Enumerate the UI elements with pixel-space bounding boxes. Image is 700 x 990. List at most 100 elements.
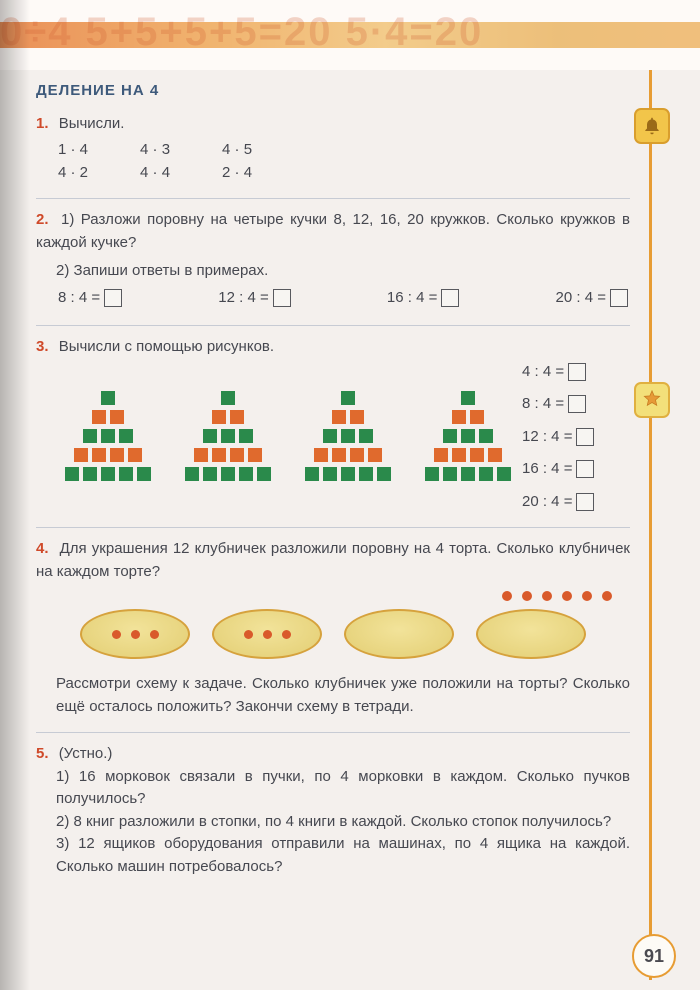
square-icon (101, 391, 115, 405)
square-icon (323, 467, 337, 481)
strawberry-dot (112, 630, 121, 639)
page-number-badge: 91 (632, 934, 676, 978)
square-icon (239, 429, 253, 443)
exercise-number: 1. (36, 115, 49, 132)
exercise-text: Рассмотри схему к задаче. Сколько клубни… (36, 673, 630, 718)
strawberry-dot (582, 591, 592, 601)
exercise-text: 1) Разложи поровну на четыре кучки 8, 12… (36, 211, 630, 251)
strawberry-dot (150, 630, 159, 639)
cake-oval (80, 609, 190, 659)
answer-box[interactable] (568, 363, 586, 381)
answer-box[interactable] (273, 289, 291, 307)
square-icon (452, 448, 466, 462)
answer-box[interactable] (104, 289, 122, 307)
strawberry-dot (131, 630, 140, 639)
square-icon (488, 448, 502, 462)
exercise-text: Для украшения 12 клубничек разложили пор… (36, 540, 630, 580)
mult-expr: 2 · 4 (222, 162, 252, 185)
square-icon (101, 467, 115, 481)
exercise-text: 2) Запиши ответы в примерах. (36, 260, 630, 283)
square-icon (221, 391, 235, 405)
square-icon (137, 467, 151, 481)
exercise-number: 2. (36, 211, 49, 228)
square-icon (368, 448, 382, 462)
pyramid (54, 391, 162, 481)
mult-expr: 4 · 2 (58, 162, 88, 185)
exercise-1: 1. Вычисли. 1 · 4 4 · 3 4 · 5 4 · 2 4 · … (36, 113, 630, 185)
square-icon (461, 391, 475, 405)
strawberry-dot (282, 630, 291, 639)
strawberry-dot (502, 591, 512, 601)
square-icon (74, 448, 88, 462)
square-icon (341, 391, 355, 405)
square-icon (230, 448, 244, 462)
division-eq: 8 : 4 = (522, 393, 594, 416)
exercise-4: 4. Для украшения 12 клубничек разложили … (36, 538, 630, 718)
division-eq: 4 : 4 = (522, 361, 594, 384)
square-icon (332, 410, 346, 424)
square-icon (92, 410, 106, 424)
square-icon (110, 410, 124, 424)
square-icon (350, 448, 364, 462)
square-icon (203, 429, 217, 443)
square-icon (212, 448, 226, 462)
square-icon (212, 410, 226, 424)
pyramid (174, 391, 282, 481)
cakes-diagram (36, 609, 630, 659)
square-icon (248, 448, 262, 462)
cake-oval (476, 609, 586, 659)
square-icon (128, 448, 142, 462)
square-icon (461, 467, 475, 481)
square-icon (341, 467, 355, 481)
division-eq: 20 : 4 = (556, 287, 628, 310)
square-icon (185, 467, 199, 481)
section-title: ДЕЛЕНИЕ НА 4 (36, 80, 630, 103)
answer-box[interactable] (441, 289, 459, 307)
square-icon (305, 467, 319, 481)
division-eq: 20 : 4 = (522, 491, 594, 514)
cake-oval (344, 609, 454, 659)
answer-box[interactable] (576, 493, 594, 511)
square-icon (377, 467, 391, 481)
square-icon (221, 429, 235, 443)
division-eq: 12 : 4 = (218, 287, 290, 310)
square-icon (83, 467, 97, 481)
square-icon (221, 467, 235, 481)
square-icon (425, 467, 439, 481)
square-icon (83, 429, 97, 443)
strawberry-dot (562, 591, 572, 601)
square-icon (203, 467, 217, 481)
square-icon (65, 467, 79, 481)
mult-expr: 4 · 3 (140, 139, 170, 162)
question-text: 2) 8 книг разложили в стопки, по 4 книги… (36, 811, 630, 834)
square-icon (359, 429, 373, 443)
exercise-3: 3. Вычисли с помощью рисунков. 4 : 4 = 8… (36, 336, 630, 513)
pyramid (414, 391, 522, 481)
exercise-head: (Устно.) (59, 745, 113, 762)
question-text: 3) 12 ящиков оборудования отправили на м… (36, 833, 630, 878)
cake-oval (212, 609, 322, 659)
answer-box[interactable] (568, 395, 586, 413)
answer-box[interactable] (610, 289, 628, 307)
loose-dots (502, 591, 612, 601)
square-icon (479, 429, 493, 443)
answer-box[interactable] (576, 428, 594, 446)
mult-expr: 4 · 4 (140, 162, 170, 185)
square-icon (332, 448, 346, 462)
mult-expr: 1 · 4 (58, 139, 88, 162)
pyramid (294, 391, 402, 481)
square-icon (350, 410, 364, 424)
square-icon (461, 429, 475, 443)
division-eq: 16 : 4 = (522, 458, 594, 481)
square-icon (314, 448, 328, 462)
square-icon (497, 467, 511, 481)
square-icon (434, 448, 448, 462)
square-icon (341, 429, 355, 443)
strawberry-dot (522, 591, 532, 601)
square-icon (479, 467, 493, 481)
square-icon (443, 467, 457, 481)
answer-box[interactable] (576, 460, 594, 478)
strawberry-dot (263, 630, 272, 639)
page-fold-shadow (0, 0, 30, 990)
square-icon (257, 467, 271, 481)
